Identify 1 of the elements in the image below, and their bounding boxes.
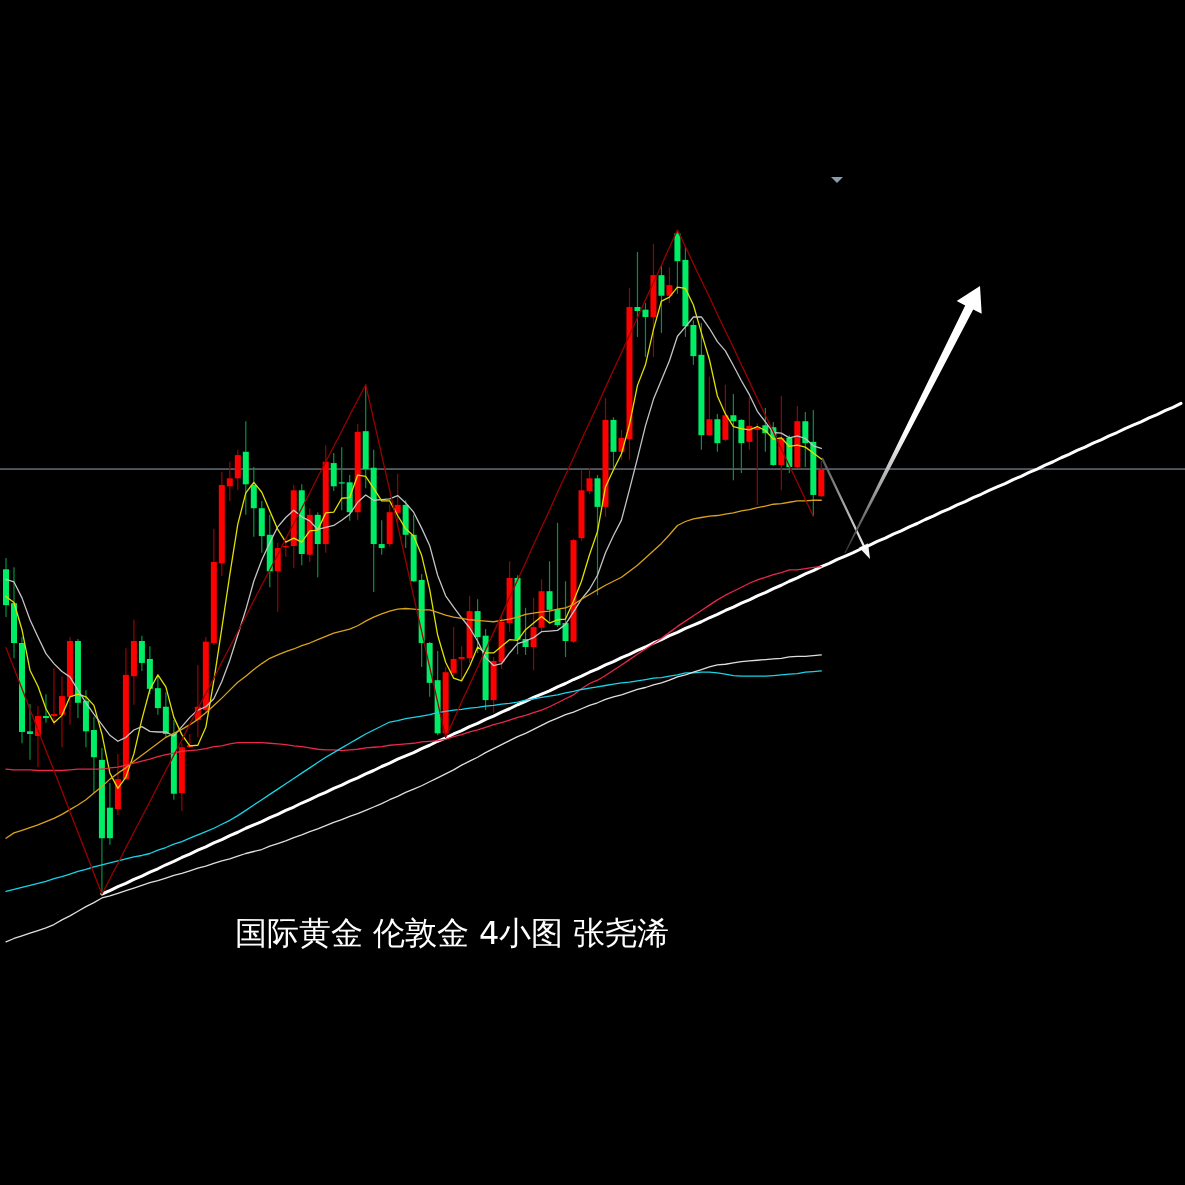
title: 国际黄金 伦敦金 4小图 张尧浠 <box>234 914 670 952</box>
